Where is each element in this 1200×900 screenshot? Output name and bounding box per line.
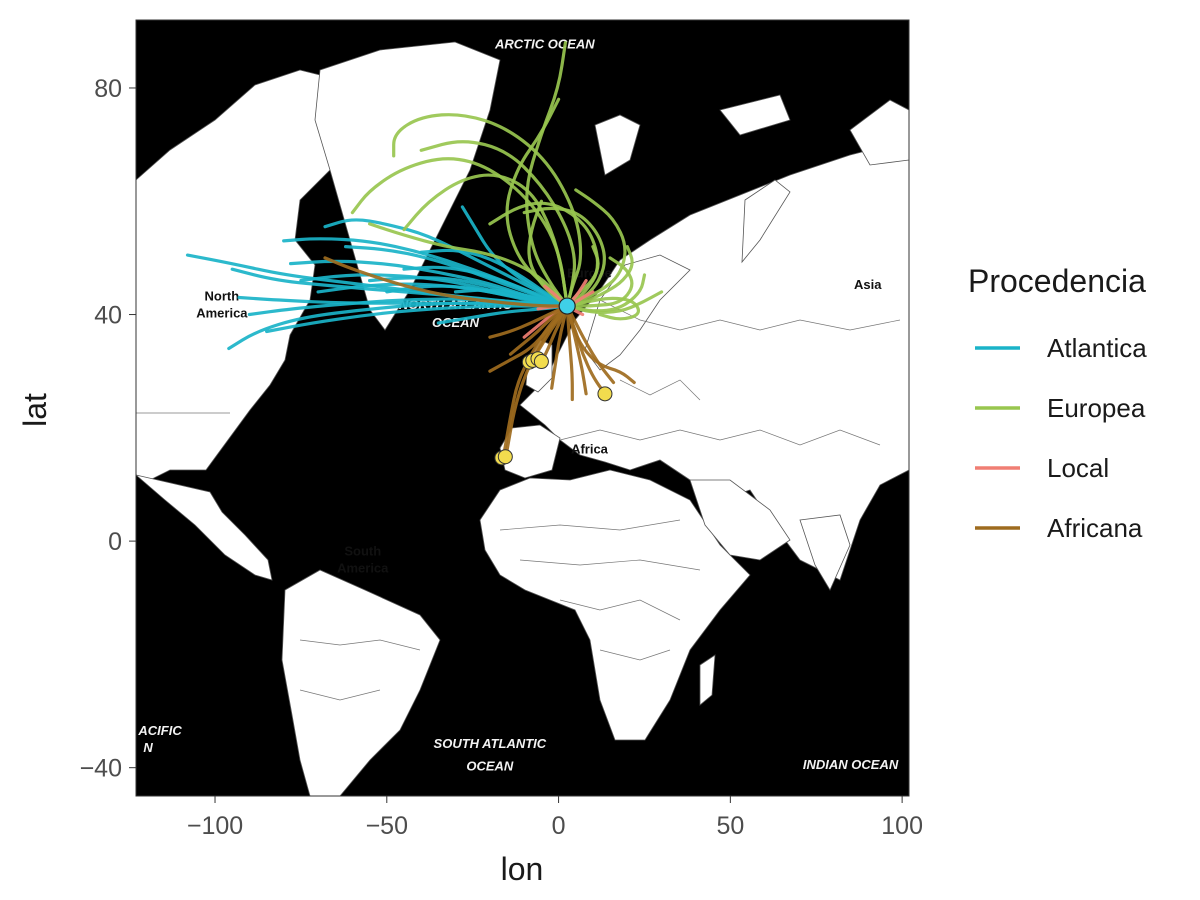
map-label-asia-6: Asia (854, 277, 882, 292)
trajectory-europea-17 (565, 290, 664, 314)
trajectory-atlantica-19 (299, 273, 569, 308)
map-label-arctic-ocean-7: ARCTIC OCEAN (494, 36, 595, 51)
trajectory-europea-7 (522, 206, 606, 308)
x-axis: −100 −50 0 50 100 (187, 796, 923, 840)
map-panel-border (135, 19, 910, 797)
source-point-2 (497, 449, 513, 465)
trajectory-africana-13 (488, 304, 569, 339)
y-axis-title: lat (17, 393, 53, 427)
trajectory-europea-16 (565, 296, 641, 321)
source-point-7 (597, 386, 613, 402)
legend-title: Procedencia (968, 263, 1146, 299)
map-label-north-0: North (205, 288, 240, 303)
trajectory-points (494, 297, 613, 466)
country-borders (136, 299, 901, 701)
trajectory-africana-7 (508, 304, 569, 356)
map-label-america-1: America (196, 305, 248, 320)
south-america-land (281, 569, 441, 796)
trajectory-europea-14 (350, 157, 569, 308)
legend: Procedencia Atlantica Europea Local African… (968, 263, 1147, 543)
y-tick-label-0: −40 (80, 755, 122, 783)
map-label-africa-5: Africa (571, 441, 609, 456)
map-label-indian-ocean-12: INDIAN OCEAN (803, 757, 899, 772)
x-tick-label-3: 50 (716, 812, 744, 840)
trajectory-europea-8 (565, 188, 627, 308)
trajectory-africana-10 (565, 304, 588, 396)
trajectory-africana-12 (323, 256, 569, 308)
eurasia-land (519, 139, 909, 581)
trajectory-atlantica-5 (247, 297, 569, 317)
severnaya-land (849, 99, 909, 166)
x-axis-title: lon (501, 851, 544, 887)
arabia-land (689, 479, 791, 561)
x-tick-label-2: 0 (552, 812, 566, 840)
x-tick-label-4: 100 (881, 812, 923, 840)
arctic-islands-land (719, 94, 791, 136)
svalbard-land (594, 114, 641, 176)
land-masses (136, 41, 909, 796)
x-tick-label-0: −100 (187, 812, 243, 840)
trajectory-africana-9 (565, 304, 574, 402)
x-tick-label-1: −50 (366, 812, 408, 840)
trajectory-atlantica-6 (265, 304, 569, 334)
y-tick-label-1: 0 (108, 528, 122, 556)
y-tick-label-2: 40 (94, 302, 122, 330)
trajectory-atlantica-9 (323, 218, 569, 308)
north-america-land-south (136, 474, 273, 581)
india-land (799, 514, 851, 591)
map-label-south-atlantic-10: SOUTH ATLANTIC (434, 736, 547, 751)
trajectory-africana-14 (565, 304, 616, 385)
legend-label-local: Local (1047, 453, 1109, 483)
map-label-ocean-11: OCEAN (466, 759, 514, 774)
map-label-n-14: N (143, 740, 153, 755)
map-label-acific-13: ACIFIC (137, 723, 182, 738)
map-label-america-3: America (337, 560, 389, 575)
africa-land (479, 469, 751, 741)
legend-label-europea: Europea (1047, 393, 1146, 423)
trajectory-atlantica-15 (460, 205, 569, 308)
source-point-6 (533, 354, 549, 370)
legend-label-africana: Africana (1047, 513, 1143, 543)
trajectory-europea-15 (505, 97, 569, 308)
trajectory-atlantica-13 (402, 265, 569, 308)
trajectory-lines (185, 41, 664, 458)
y-axis: −40 0 40 80 (80, 75, 136, 783)
trajectory-africana-8 (488, 304, 569, 373)
madagascar-land (699, 654, 716, 706)
receptor-point (558, 297, 576, 315)
iberia-land (499, 424, 561, 479)
novaya-zemlya-land (741, 179, 791, 264)
legend-label-atlantica: Atlantica (1047, 333, 1147, 363)
trajectory-africana-11 (550, 304, 569, 390)
trajectory-europea-2 (392, 113, 583, 308)
y-tick-label-3: 80 (94, 75, 122, 103)
map-label-south-2: South (344, 543, 381, 558)
